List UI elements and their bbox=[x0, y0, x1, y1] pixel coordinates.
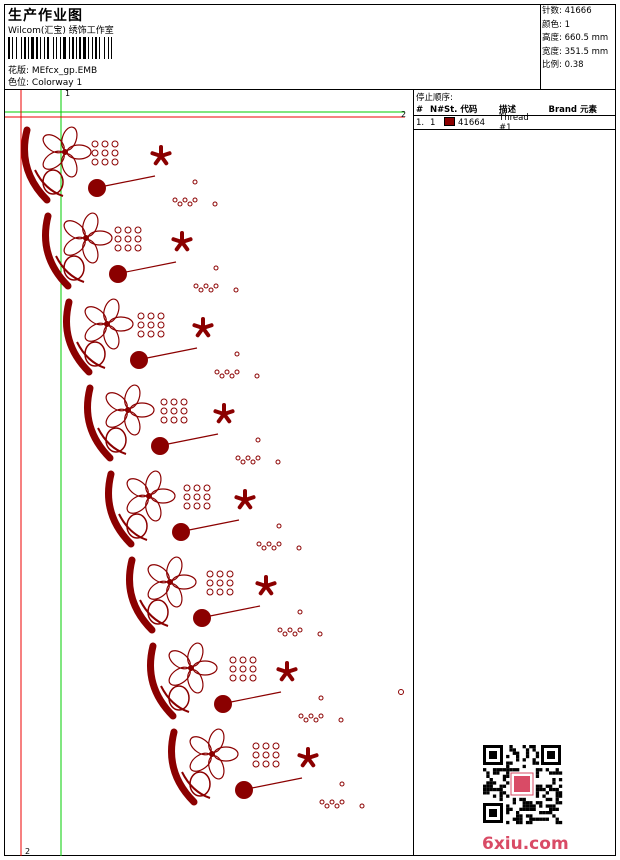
production-worksheet: 生产作业图 Wilcom(汇宝) 绣饰工作室 花版: MEfcx_gp.EMB … bbox=[4, 4, 616, 856]
row-code: 41664 bbox=[444, 117, 499, 128]
col-brand: Brand 元素 bbox=[548, 105, 597, 115]
col-stitch-code: St. 代码 bbox=[444, 105, 478, 115]
design-name-row: 花版: MEfcx_gp.EMB bbox=[8, 63, 97, 76]
stat-width: 宽度: 351.5 mm bbox=[542, 46, 609, 57]
qr-code bbox=[479, 741, 565, 827]
colorway-label: 色位: bbox=[8, 78, 30, 88]
stat-stitches: 针数: 41666 bbox=[542, 6, 592, 16]
stop-sequence-table: 停止顺序: # N# St. 代码 描述 Brand 元素 1. 1 41664… bbox=[414, 90, 616, 133]
lace-motif bbox=[21, 126, 404, 809]
sequence-caption: 停止顺序: bbox=[416, 93, 453, 103]
marker-v-top: 1 bbox=[65, 89, 71, 98]
col-index: # bbox=[416, 105, 424, 115]
stat-colors: 颜色: 1 bbox=[542, 19, 570, 30]
marker-v-bottom: 2 bbox=[25, 847, 31, 856]
header-panel: 生产作业图 Wilcom(汇宝) 绣饰工作室 花版: MEfcx_gp.EMB … bbox=[5, 5, 541, 89]
marker-h-right: 2 bbox=[401, 110, 407, 119]
stat-height: 高度: 660.5 mm bbox=[542, 33, 609, 44]
stats-panel: 针数: 41666 颜色: 1 高度: 660.5 mm 宽度: 351.5 m… bbox=[540, 5, 616, 89]
page-title: 生产作业图 bbox=[8, 8, 83, 24]
table-row: 1. 1 41664 Thread #1 bbox=[414, 112, 616, 133]
embroidery-design-view bbox=[5, 90, 405, 856]
row-needle: 1 bbox=[430, 117, 436, 128]
colorway-name: Colorway 1 bbox=[31, 78, 83, 88]
table-divider bbox=[413, 89, 414, 856]
design-label: 花版: bbox=[8, 66, 30, 76]
colorway-row: 色位: Colorway 1 bbox=[8, 75, 82, 88]
header-divider bbox=[5, 89, 615, 90]
watermark-site: 6xiu.com bbox=[482, 834, 569, 854]
col-description: 描述 bbox=[499, 105, 517, 115]
row-index: 1. bbox=[416, 117, 425, 128]
stat-scale: 比例: 0.38 bbox=[542, 60, 584, 71]
studio-name: Wilcom(汇宝) 绣饰工作室 bbox=[8, 26, 114, 36]
table-header: # N# St. 代码 描述 Brand 元素 bbox=[414, 102, 616, 116]
design-name: MEfcx_gp.EMB bbox=[31, 66, 98, 76]
thread-swatch bbox=[444, 117, 455, 126]
col-needle: N# bbox=[430, 105, 445, 115]
barcode bbox=[8, 37, 112, 59]
row-description: Thread #1 bbox=[499, 112, 529, 133]
